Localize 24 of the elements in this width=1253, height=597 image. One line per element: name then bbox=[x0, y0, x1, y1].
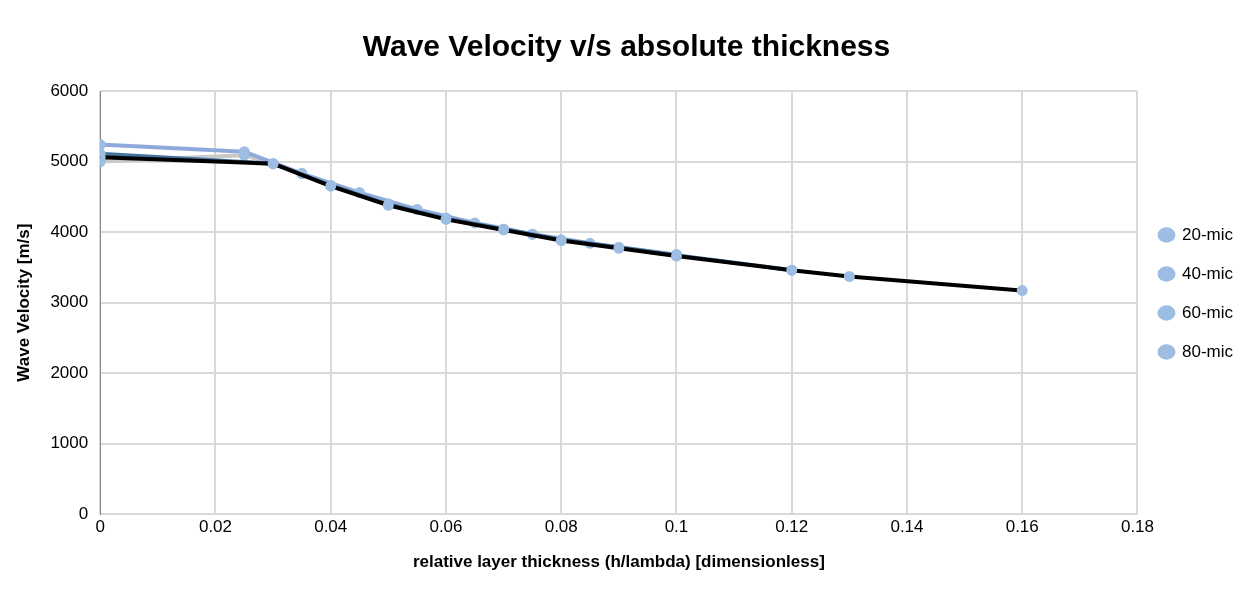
x-tick-label: 0.06 bbox=[429, 517, 463, 537]
y-tick-label: 5000 bbox=[50, 151, 89, 171]
legend-label: 80-mic bbox=[1181, 341, 1234, 361]
x-tick-label: 0.16 bbox=[1005, 517, 1039, 537]
y-tick-label: 6000 bbox=[50, 80, 89, 100]
y-tick-label: 1000 bbox=[50, 433, 89, 453]
x-tick-label: 0.18 bbox=[1120, 517, 1155, 537]
legend-label: 60-mic bbox=[1181, 302, 1234, 322]
y-tick-label: 0 bbox=[78, 503, 89, 523]
x-tick-label: 0.08 bbox=[544, 517, 578, 537]
legend-label: 40-mic bbox=[1181, 263, 1234, 283]
chart-title: Wave Velocity v/s absolute thickness bbox=[362, 29, 891, 63]
y-axis-title: Wave Velocity [m/s] bbox=[13, 223, 33, 382]
x-tick-label: 0 bbox=[95, 517, 105, 537]
x-axis-title: relative layer thickness (h/lambda) [dimensionless] bbox=[412, 552, 825, 572]
x-tick-label: 0.12 bbox=[775, 517, 809, 537]
x-tick-label: 0.02 bbox=[198, 517, 233, 537]
x-tick-label: 0.1 bbox=[664, 517, 689, 537]
y-tick-label: 2000 bbox=[50, 362, 89, 382]
x-tick-label: 0.14 bbox=[890, 517, 924, 537]
x-tick-label: 0.04 bbox=[314, 517, 348, 537]
y-tick-label: 3000 bbox=[50, 292, 89, 312]
legend-label: 20-mic bbox=[1181, 224, 1234, 244]
y-tick-label: 4000 bbox=[50, 221, 89, 241]
